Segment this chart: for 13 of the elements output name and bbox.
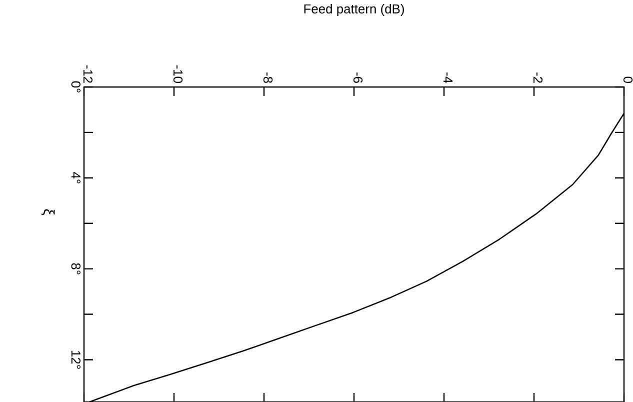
x-tick-label: -12 bbox=[83, 65, 93, 83]
x-tick-label: -10 bbox=[173, 65, 183, 83]
x-axis-title: Feed pattern (dB) bbox=[304, 4, 404, 16]
x-tick-label: -4 bbox=[444, 72, 452, 84]
y-tick-label: 0° bbox=[71, 81, 80, 92]
x-tick-label: 0 bbox=[623, 76, 633, 83]
x-tick-label: -2 bbox=[533, 72, 543, 83]
y-tick-label: 8° bbox=[71, 263, 80, 274]
x-tick-label: -6 bbox=[353, 72, 363, 83]
y-axis-title: ξ bbox=[41, 209, 55, 216]
y-tick-label: 4° bbox=[71, 172, 80, 184]
x-tick-label: -8 bbox=[263, 72, 273, 83]
y-tick-label: 12° bbox=[71, 350, 80, 369]
